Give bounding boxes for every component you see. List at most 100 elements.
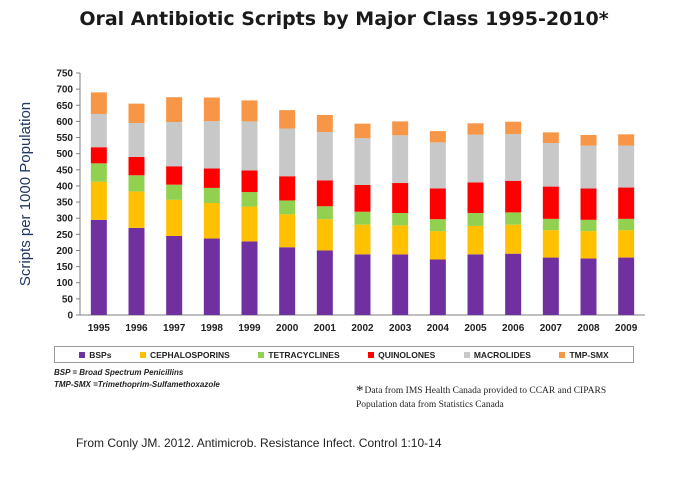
bar-segment-tmp-smx xyxy=(505,121,522,134)
legend-swatch xyxy=(258,351,265,358)
bar-segment-bsps xyxy=(90,219,107,315)
bar-segment-cephalosporins xyxy=(429,231,446,260)
legend-swatch xyxy=(463,351,470,358)
legend-item: CEPHALOSPORINS xyxy=(139,349,230,360)
bar-segment-cephalosporins xyxy=(467,225,484,255)
bar-segment-quinolones xyxy=(429,188,446,220)
y-tick-label: 750 xyxy=(56,69,73,80)
bar-segment-bsps xyxy=(618,257,635,315)
bar-segment-macrolides xyxy=(354,138,371,185)
bar-segment-macrolides xyxy=(279,128,296,177)
y-tick-label: 100 xyxy=(56,278,73,289)
legend-swatch xyxy=(79,351,86,358)
bar-segment-tmp-smx xyxy=(392,121,409,136)
legend-label: QUINOLONES xyxy=(378,349,436,360)
x-tick-label: 2007 xyxy=(540,323,563,334)
x-tick-label: 1999 xyxy=(238,323,261,334)
y-tick-label: 250 xyxy=(56,230,73,241)
bar-segment-quinolones xyxy=(316,180,333,207)
y-tick-label: 400 xyxy=(56,181,73,192)
legend-item: MACROLIDES xyxy=(463,350,531,360)
bar-segment-quinolones xyxy=(166,166,183,185)
y-axis-title: Scripts per 1000 Population xyxy=(17,102,34,286)
bar-segment-tetracyclines xyxy=(505,212,522,225)
bar-segment-macrolides xyxy=(128,123,145,157)
bar-segment-bsps xyxy=(505,253,522,315)
bar-segment-tmp-smx xyxy=(203,97,220,122)
bar-segment-cephalosporins xyxy=(354,224,371,255)
x-tick-label: 2004 xyxy=(427,323,450,334)
legend-label: BSPs xyxy=(89,349,112,360)
x-tick-label: 2008 xyxy=(577,323,600,334)
bar-segment-tetracyclines xyxy=(542,218,559,231)
x-tick-label: 1998 xyxy=(201,323,224,334)
bar-segment-quinolones xyxy=(90,147,107,164)
bar-segment-tmp-smx xyxy=(542,132,559,144)
chart-title: Oral Antibiotic Scripts by Major Class 1… xyxy=(79,8,609,30)
bar-segment-macrolides xyxy=(166,122,183,167)
bar-segment-cephalosporins xyxy=(580,231,597,259)
bar-segment-tmp-smx xyxy=(618,134,635,146)
bar-segment-bsps xyxy=(354,254,371,315)
bar-segment-cephalosporins xyxy=(128,191,145,228)
legend-label: CEPHALOSPORINS xyxy=(149,349,230,360)
y-tick-label: 50 xyxy=(62,294,74,305)
legend-swatch xyxy=(559,351,566,358)
y-tick-label: 150 xyxy=(56,262,73,273)
bar-segment-macrolides xyxy=(316,132,333,181)
bar-segment-quinolones xyxy=(618,187,635,219)
bar-segment-tmp-smx xyxy=(467,123,484,135)
bar-segment-cephalosporins xyxy=(618,230,635,258)
bar-segment-tetracyclines xyxy=(166,184,183,200)
source-line-2: Population data from Statistics Canada xyxy=(356,400,504,410)
y-tick-label: 700 xyxy=(56,85,73,96)
bar-segment-macrolides xyxy=(90,113,107,148)
x-tick-label: 1997 xyxy=(163,323,186,334)
x-tick-label: 1996 xyxy=(125,323,148,334)
bar-segment-bsps xyxy=(580,258,597,315)
x-tick-label: 1995 xyxy=(88,323,111,334)
bar-segment-tmp-smx xyxy=(279,110,296,129)
bar-segment-cephalosporins xyxy=(392,225,409,255)
bar-segment-tetracyclines xyxy=(128,175,145,192)
footnote-tmp-smx: TMP-SMX =Trimethoprim-Sulfamethoxazole xyxy=(54,380,220,389)
legend-item: QUINOLONES xyxy=(368,350,435,360)
x-tick-label: 2002 xyxy=(351,323,374,334)
bar-segment-quinolones xyxy=(241,170,258,193)
bar-segment-cephalosporins xyxy=(316,219,333,251)
bar-segment-macrolides xyxy=(467,134,484,183)
y-tick-label: 450 xyxy=(56,165,73,176)
bar-segment-macrolides xyxy=(429,142,446,189)
bar-segment-quinolones xyxy=(542,186,559,219)
bar-segment-tetracyclines xyxy=(203,187,220,204)
bar-segment-bsps xyxy=(316,250,333,315)
source-line-1: Data from IMS Health Canada provided to … xyxy=(364,386,607,396)
x-tick-label: 2003 xyxy=(389,323,412,334)
legend-item: TETRACYCLINES xyxy=(258,349,340,360)
bar-segment-macrolides xyxy=(392,135,409,184)
bar-segment-tmp-smx xyxy=(166,97,183,123)
bar-segment-bsps xyxy=(166,235,183,315)
bar-segment-quinolones xyxy=(505,180,522,213)
bar-segment-cephalosporins xyxy=(279,214,296,248)
bar-segment-cephalosporins xyxy=(505,224,522,254)
legend-item: BSPs xyxy=(79,350,111,360)
legend-label: TMP-SMX xyxy=(569,349,609,360)
legend-swatch xyxy=(368,351,375,358)
bar-segment-quinolones xyxy=(128,156,145,176)
x-tick-label: 2006 xyxy=(502,323,525,334)
y-tick-label: 350 xyxy=(56,198,73,209)
bar-segment-tmp-smx xyxy=(241,100,258,122)
bar-segment-macrolides xyxy=(241,121,258,171)
bar-segment-macrolides xyxy=(542,143,559,187)
x-tick-label: 2000 xyxy=(276,323,299,334)
bar-segment-bsps xyxy=(128,227,145,315)
bar-segment-bsps xyxy=(241,241,258,315)
citation: From Conly JM. 2012. Antimicrob. Resista… xyxy=(76,436,442,450)
y-tick-label: 300 xyxy=(56,214,73,225)
bar-segment-bsps xyxy=(392,254,409,315)
bar-segment-bsps xyxy=(279,247,296,315)
bar-segment-cephalosporins xyxy=(166,199,183,236)
x-tick-label: 2001 xyxy=(314,323,337,334)
legend-label: TETRACYCLINES xyxy=(268,349,340,360)
